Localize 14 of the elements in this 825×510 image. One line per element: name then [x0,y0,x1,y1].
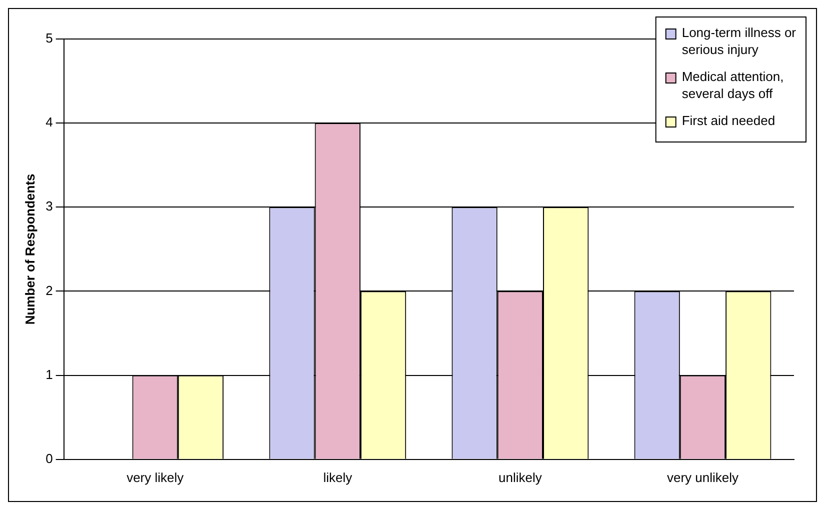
y-tick-label: 2 [46,282,53,298]
y-tick-label: 0 [46,450,53,466]
y-tick-label: 4 [46,114,53,130]
x-tick-label: unlikely [498,470,542,485]
y-axis-title: Number of Respondents [22,174,38,325]
y-tick-label: 1 [46,366,53,382]
x-tick-label: very likely [126,470,184,485]
y-tick-label: 5 [46,30,53,46]
x-tick-label: very unlikely [666,470,739,485]
legend-label: Medical attention, several days off [682,69,784,102]
legend-label: First aid needed [682,113,776,128]
legend-label: Long-term illness or serious injury [682,25,797,58]
x-tick-label: likely [323,470,353,485]
y-tick-label: 3 [46,198,53,214]
